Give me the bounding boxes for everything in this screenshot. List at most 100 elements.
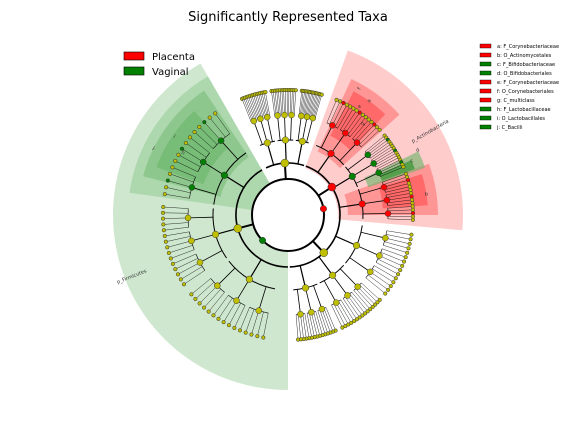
order-node bbox=[257, 115, 264, 123]
leaf-stem bbox=[345, 112, 360, 134]
leaf-stem bbox=[203, 288, 221, 308]
leaf-node bbox=[374, 125, 380, 130]
order-stem bbox=[202, 161, 225, 176]
leaf-stem bbox=[312, 93, 320, 119]
order-stem bbox=[323, 280, 337, 303]
leaf-stem bbox=[342, 298, 358, 320]
order-node bbox=[297, 310, 304, 318]
leaf-stem bbox=[387, 209, 413, 212]
taxa-legend-label: i: O_Lactobacillales bbox=[497, 116, 545, 122]
order-stem bbox=[217, 267, 236, 286]
order-node bbox=[233, 297, 240, 304]
leaf-stem bbox=[338, 301, 352, 323]
leaf-node bbox=[192, 129, 197, 135]
leaf-stem bbox=[306, 313, 312, 338]
leaf-node bbox=[216, 316, 221, 321]
taxa-legend-label: a: F_Corynebacteriaceae bbox=[497, 44, 559, 50]
leaf-stem bbox=[185, 142, 207, 158]
order-stem bbox=[320, 125, 333, 148]
leaf-stem bbox=[298, 314, 302, 340]
leaf-stem bbox=[167, 180, 192, 188]
leaf-stem bbox=[304, 313, 310, 339]
order-node bbox=[263, 113, 271, 121]
taxa-legend-label: e: F_Corynebacteriaceae bbox=[497, 80, 559, 86]
leaf-stem bbox=[234, 305, 246, 329]
clade-label: d bbox=[415, 147, 420, 154]
leaf-stem bbox=[350, 117, 366, 137]
leaf-stem bbox=[353, 290, 371, 310]
leaf-stem bbox=[256, 93, 264, 119]
taxa-legend-label: g: C_multiclass bbox=[497, 98, 535, 104]
leaf-stem bbox=[172, 167, 196, 178]
legend-label-vaginal: Vaginal bbox=[152, 67, 189, 78]
clade-label: a bbox=[366, 98, 373, 104]
leaf-stem bbox=[285, 90, 287, 116]
phylum-node bbox=[327, 182, 337, 192]
leaf-stem bbox=[315, 311, 323, 336]
shade-c bbox=[379, 160, 415, 181]
leaf-stem bbox=[354, 121, 372, 141]
leaf-stem bbox=[365, 277, 386, 294]
leaf-node bbox=[189, 292, 194, 297]
taxa-legend-swatch bbox=[479, 88, 492, 94]
order-stem bbox=[332, 275, 348, 296]
leaf-stem bbox=[172, 253, 197, 265]
taxa-legend-label: d: O_Bifidobacteriales bbox=[497, 71, 552, 77]
leaf-stem bbox=[208, 292, 225, 312]
leaf-node bbox=[369, 119, 374, 125]
order-node bbox=[199, 158, 207, 166]
order-stem bbox=[339, 268, 358, 288]
leaf-stem bbox=[213, 295, 229, 316]
leaf-node bbox=[337, 99, 343, 104]
leaf-stem bbox=[313, 94, 321, 119]
leaf-stem bbox=[321, 309, 331, 333]
leaf-node bbox=[410, 214, 416, 219]
leaf-node bbox=[178, 277, 183, 282]
leaf-stem bbox=[379, 164, 403, 175]
leaf-node bbox=[173, 267, 178, 272]
leaf-stem bbox=[180, 266, 203, 280]
leaf-stem bbox=[239, 307, 250, 331]
order-node bbox=[342, 129, 349, 137]
order-stem bbox=[359, 186, 385, 195]
order-node bbox=[184, 214, 192, 222]
tree-nodes bbox=[160, 87, 416, 342]
leaf-stem bbox=[263, 312, 269, 338]
order-node bbox=[214, 282, 221, 289]
leaf-stem bbox=[385, 186, 410, 193]
order-node bbox=[329, 122, 336, 129]
leaf-node bbox=[193, 296, 198, 302]
leaf-node bbox=[162, 233, 167, 239]
leaf-stem bbox=[326, 99, 337, 123]
class-node bbox=[298, 137, 306, 145]
leaf-stem bbox=[294, 90, 297, 116]
leaf-stem bbox=[332, 102, 344, 126]
leaf-node bbox=[181, 282, 187, 287]
order-node bbox=[332, 299, 340, 306]
leaf-stem bbox=[228, 303, 241, 326]
leaf-stem bbox=[163, 222, 189, 225]
leaf-node bbox=[334, 97, 339, 102]
leaf-stem bbox=[306, 92, 313, 117]
leaf-stem bbox=[255, 94, 262, 119]
leaf-stem bbox=[372, 148, 394, 162]
leaf-stem bbox=[370, 271, 391, 287]
taxa-legend-swatch bbox=[479, 61, 492, 67]
leaf-node bbox=[383, 291, 388, 296]
leaf-node bbox=[401, 259, 407, 264]
leaf-stem bbox=[331, 304, 343, 328]
leaf-stem bbox=[367, 274, 389, 291]
leaf-node bbox=[398, 268, 403, 273]
leaf-stem bbox=[347, 295, 363, 316]
leaf-stem bbox=[383, 245, 408, 253]
leaf-stem bbox=[340, 108, 354, 130]
taxa-legend-swatch bbox=[479, 97, 492, 103]
leaf-stem bbox=[273, 90, 277, 116]
order-node bbox=[383, 196, 391, 204]
order-stem bbox=[199, 250, 223, 263]
leaf-stem bbox=[376, 157, 400, 170]
leaf-node bbox=[202, 120, 207, 125]
order-node bbox=[288, 111, 295, 119]
leaf-stem bbox=[302, 91, 307, 117]
taxa-legend-swatch bbox=[479, 52, 492, 58]
